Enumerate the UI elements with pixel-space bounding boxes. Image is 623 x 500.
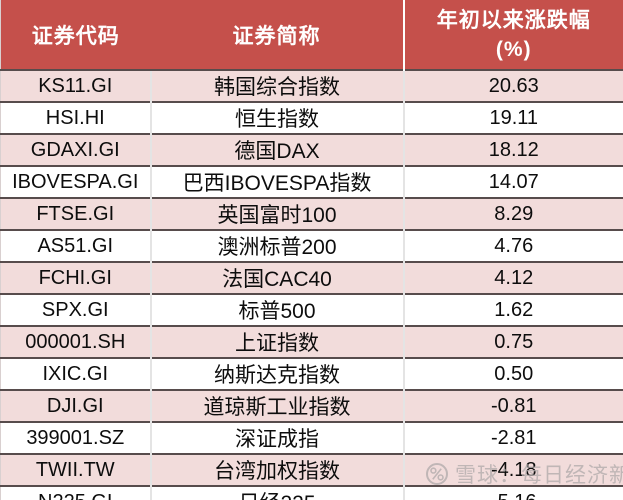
table-row: DJI.GI 道琼斯工业指数 -0.81 xyxy=(0,389,623,422)
security-code-cell: GDAXI.GI xyxy=(0,133,151,166)
security-name-cell: 道琼斯工业指数 xyxy=(149,389,404,422)
security-code-cell: IBOVESPA.GI xyxy=(0,165,151,198)
security-name-cell: 巴西IBOVESPA指数 xyxy=(149,165,404,198)
table-row: TWII.TW 台湾加权指数 -4.18 xyxy=(0,453,623,486)
security-name-cell: 法国CAC40 xyxy=(149,261,404,294)
table-row: KS11.GI 韩国综合指数 20.63 xyxy=(0,69,623,102)
change-value-cell: 0.50 xyxy=(402,357,623,390)
security-code-cell: DJI.GI xyxy=(0,389,151,422)
change-value-cell: 1.62 xyxy=(402,293,623,326)
security-name-cell: 澳洲标普200 xyxy=(149,229,404,262)
security-name-cell: 深证成指 xyxy=(149,421,404,454)
security-name-cell: 标普500 xyxy=(149,293,404,326)
table-row: FCHI.GI 法国CAC40 4.12 xyxy=(0,261,623,294)
change-value-cell: -0.81 xyxy=(402,389,623,422)
table-row: N225.GI 日经225 -5.16 xyxy=(0,485,623,500)
security-name-cell: 纳斯达克指数 xyxy=(149,357,404,390)
security-code-cell: KS11.GI xyxy=(0,69,151,102)
security-name-cell: 台湾加权指数 xyxy=(149,453,404,486)
col-header-ytd-change-line2: (%) xyxy=(495,37,532,61)
table-row: GDAXI.GI 德国DAX 18.12 xyxy=(0,133,623,166)
header-row: 证券代码 证券简称 年初以来涨跌幅 (%) xyxy=(0,0,623,70)
table-row: 000001.SH 上证指数 0.75 xyxy=(0,325,623,358)
security-name-cell: 德国DAX xyxy=(149,133,404,166)
security-code-cell: AS51.GI xyxy=(0,229,151,262)
security-name-cell: 英国富时100 xyxy=(149,197,404,230)
col-header-ytd-change-line1: 年初以来涨跌幅 xyxy=(436,8,591,32)
security-code-cell: HSI.HI xyxy=(0,101,151,134)
table-row: IXIC.GI 纳斯达克指数 0.50 xyxy=(0,357,623,390)
security-name-cell: 韩国综合指数 xyxy=(149,69,404,102)
change-value-cell: 14.07 xyxy=(402,165,623,198)
security-code-cell: 399001.SZ xyxy=(0,421,151,454)
security-code-cell: SPX.GI xyxy=(0,293,151,326)
security-code-cell: IXIC.GI xyxy=(0,357,151,390)
change-value-cell: 18.12 xyxy=(402,133,623,166)
security-code-cell: N225.GI xyxy=(0,485,151,500)
change-value-cell: 19.11 xyxy=(402,101,623,134)
security-code-cell: TWII.TW xyxy=(0,453,151,486)
security-code-cell: FCHI.GI xyxy=(0,261,151,294)
table-row: 399001.SZ 深证成指 -2.81 xyxy=(0,421,623,454)
security-name-cell: 恒生指数 xyxy=(149,101,404,134)
col-header-security-code: 证券代码 xyxy=(0,0,151,70)
table-row: HSI.HI 恒生指数 19.11 xyxy=(0,101,623,134)
security-code-cell: 000001.SH xyxy=(0,325,151,358)
security-name-cell: 日经225 xyxy=(149,485,404,500)
table-row: FTSE.GI 英国富时100 8.29 xyxy=(0,197,623,230)
change-value-cell: 4.12 xyxy=(402,261,623,294)
change-value-cell: 4.76 xyxy=(402,229,623,262)
change-value-cell: 20.63 xyxy=(402,69,623,102)
change-value-cell: -5.16 xyxy=(402,485,623,500)
table-row: SPX.GI 标普500 1.62 xyxy=(0,293,623,326)
change-value-cell: 0.75 xyxy=(402,325,623,358)
change-value-cell: -4.18 xyxy=(402,453,623,486)
security-name-cell: 上证指数 xyxy=(149,325,404,358)
security-code-cell: FTSE.GI xyxy=(0,197,151,230)
col-header-security-name: 证券简称 xyxy=(150,0,404,70)
table-row: IBOVESPA.GI 巴西IBOVESPA指数 14.07 xyxy=(0,165,623,198)
table-row: AS51.GI 澳洲标普200 4.76 xyxy=(0,229,623,262)
col-header-ytd-change: 年初以来涨跌幅 (%) xyxy=(402,0,623,70)
change-value-cell: -2.81 xyxy=(402,421,623,454)
table-body: KS11.GI 韩国综合指数 20.63 HSI.HI 恒生指数 19.11 G… xyxy=(0,69,623,500)
table-header: 证券代码 证券简称 年初以来涨跌幅 (%) xyxy=(0,0,623,70)
change-value-cell: 8.29 xyxy=(402,197,623,230)
